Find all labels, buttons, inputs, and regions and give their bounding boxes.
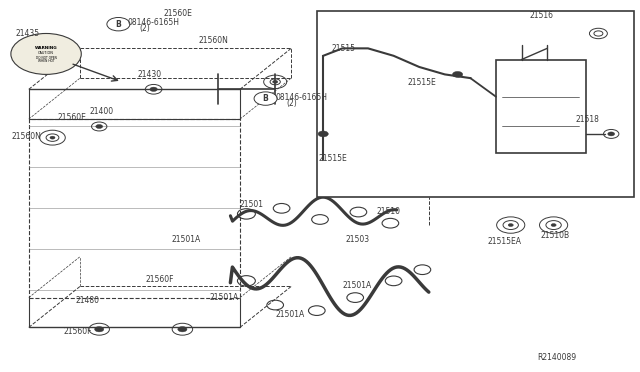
Bar (496, 60, 586, 153)
Circle shape (452, 71, 463, 77)
Circle shape (254, 92, 277, 105)
Text: 21501A: 21501A (342, 281, 372, 290)
Circle shape (95, 327, 104, 332)
Circle shape (107, 17, 130, 31)
Text: 21560E: 21560E (58, 113, 86, 122)
Text: 21430: 21430 (138, 70, 162, 79)
Text: 21518: 21518 (576, 115, 600, 124)
Text: 21515E: 21515E (408, 78, 436, 87)
Circle shape (96, 125, 102, 128)
Circle shape (551, 224, 556, 227)
Circle shape (273, 80, 278, 83)
Circle shape (11, 33, 81, 74)
Text: B: B (116, 20, 121, 29)
Text: 21501A: 21501A (172, 235, 201, 244)
Circle shape (150, 87, 157, 92)
Text: 08146-6165H: 08146-6165H (128, 18, 180, 27)
Text: 21516: 21516 (530, 11, 554, 20)
Text: 21510B: 21510B (541, 231, 570, 240)
Text: WHEN HOT: WHEN HOT (38, 59, 54, 63)
Text: (2): (2) (140, 24, 150, 33)
Text: 21560N: 21560N (198, 36, 228, 45)
Text: 21503: 21503 (346, 235, 370, 244)
Text: DO NOT OPEN: DO NOT OPEN (36, 56, 56, 60)
Text: 21400: 21400 (90, 107, 114, 116)
Text: 21501A: 21501A (275, 310, 305, 319)
Circle shape (178, 327, 187, 332)
Text: 08146-6165H: 08146-6165H (275, 93, 327, 102)
Text: B: B (263, 94, 268, 103)
Text: WARNING: WARNING (35, 46, 58, 50)
Text: 21480: 21480 (76, 296, 100, 305)
Circle shape (608, 132, 614, 136)
Text: (2): (2) (287, 99, 298, 108)
Text: 21515E: 21515E (319, 154, 348, 163)
Text: R2140089: R2140089 (538, 353, 577, 362)
Text: 21501: 21501 (240, 200, 264, 209)
Text: 21501A: 21501A (209, 293, 239, 302)
Circle shape (50, 136, 55, 139)
Text: 21515EA: 21515EA (488, 237, 522, 246)
Circle shape (508, 224, 513, 227)
Bar (317, 11, 634, 197)
Circle shape (318, 131, 328, 137)
Text: 21510: 21510 (376, 207, 401, 216)
Text: 21560N: 21560N (12, 132, 42, 141)
Text: 21515: 21515 (332, 44, 356, 53)
Text: CAUTION: CAUTION (38, 51, 54, 55)
Text: 21560F: 21560F (64, 327, 93, 336)
Text: 21560F: 21560F (146, 275, 175, 283)
Text: 21560E: 21560E (163, 9, 192, 17)
Text: 21435: 21435 (16, 29, 40, 38)
